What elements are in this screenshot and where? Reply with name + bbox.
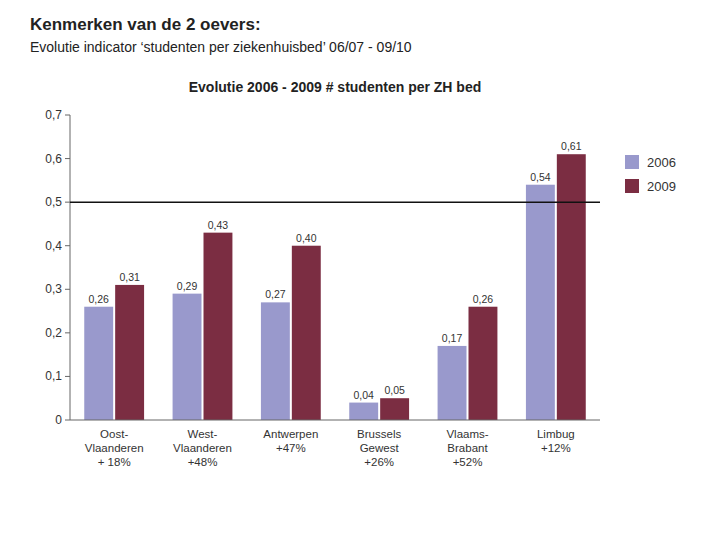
data-labels: 0,26 0,29 0,27 0,04 0,17 0,54 0,31 0,43 0,40 0,05…	[88, 140, 581, 400]
bar	[349, 403, 378, 420]
data-label: 0,40	[296, 232, 317, 244]
x-axis: Oost- Vlaanderen + 18% West- Vlaanderen +48% A…	[85, 428, 575, 468]
x-tick-label-line: Vlaanderen	[173, 442, 232, 454]
x-tick-label-line: +52%	[453, 456, 483, 468]
data-label: 0,26	[473, 293, 494, 305]
data-label: 0,61	[561, 140, 582, 152]
data-label: 0,27	[265, 288, 286, 300]
x-tick-label: Vlaams- Brabant +52%	[446, 428, 488, 468]
y-tick	[65, 332, 70, 333]
y-axis: 0 0,1 0,2 0,3 0,4 0,5 0,6 0,7	[45, 108, 70, 427]
y-tick	[65, 202, 70, 203]
data-label: 0,31	[119, 271, 140, 283]
y-tick	[65, 158, 70, 159]
y-tick-label: 0,1	[45, 369, 62, 383]
data-label: 0,04	[353, 389, 374, 401]
bar	[557, 154, 586, 420]
x-tick-label: West- Vlaanderen +48%	[173, 428, 232, 468]
reference-line	[70, 201, 600, 203]
x-tick-label-line: Brabant	[447, 442, 488, 454]
x-tick-label-line: Limbug	[537, 428, 575, 440]
y-tick	[65, 289, 70, 290]
x-tick-label-line: Brussels	[357, 428, 401, 440]
legend-swatch	[625, 155, 639, 169]
y-tick-label: 0	[55, 413, 62, 427]
x-axis-line	[70, 420, 600, 421]
y-tick	[65, 376, 70, 377]
bar	[438, 346, 467, 420]
x-tick-label-line: +12%	[541, 442, 571, 454]
legend-label: 2006	[647, 155, 676, 170]
chart-root: Kenmerken van de 2 oevers: Evolutie indic…	[0, 0, 720, 540]
bar	[115, 285, 144, 420]
chart-title: Evolutie 2006 - 2009 # studenten per ZH …	[189, 79, 482, 95]
bars	[70, 154, 600, 420]
x-tick-label: Limbug +12%	[537, 428, 575, 454]
bar	[261, 302, 290, 420]
y-tick-label: 0,6	[45, 152, 62, 166]
y-tick	[65, 115, 70, 116]
x-tick-label-line: West-	[188, 428, 218, 440]
data-label: 0,43	[208, 219, 229, 231]
y-tick-label: 0,3	[45, 282, 62, 296]
x-tick-label-line: Oost-	[100, 428, 128, 440]
data-label: 0,29	[177, 280, 198, 292]
data-label: 0,05	[384, 384, 405, 396]
legend-swatch	[625, 179, 639, 193]
page-title: Kenmerken van de 2 oevers:	[30, 15, 261, 34]
y-tick-label: 0,5	[45, 195, 62, 209]
x-tick-label-line: Gewest	[360, 442, 400, 454]
data-label: 0,54	[530, 171, 551, 183]
x-tick-label: Antwerpen +47%	[263, 428, 318, 454]
y-tick-label: 0,7	[45, 108, 62, 122]
x-tick-label-line: + 18%	[98, 456, 131, 468]
page-title: Evolutie indicator ‘studenten per zieken…	[30, 39, 412, 55]
data-label: 0,17	[442, 332, 463, 344]
bar	[469, 307, 498, 420]
data-label: 0,26	[88, 293, 109, 305]
x-tick-label-line: Vlaanderen	[85, 442, 144, 454]
y-tick	[65, 245, 70, 246]
bar	[526, 185, 555, 420]
y-axis-line	[70, 115, 71, 420]
y-tick-label: 0,2	[45, 326, 62, 340]
x-tick-label: Oost- Vlaanderen + 18%	[85, 428, 144, 468]
x-tick-label-line: +26%	[364, 456, 394, 468]
x-tick-label: Brussels Gewest +26%	[357, 428, 401, 468]
legend-label: 2009	[647, 179, 676, 194]
x-tick-label-line: Vlaams-	[446, 428, 488, 440]
bar	[292, 246, 321, 420]
y-tick-label: 0,4	[45, 239, 62, 253]
x-tick-label-line: +47%	[276, 442, 306, 454]
legend: 2006 2009	[625, 155, 676, 194]
bar	[204, 233, 233, 420]
bar	[380, 398, 409, 420]
y-tick	[65, 420, 70, 421]
bar	[173, 294, 202, 420]
x-tick-label-line: Antwerpen	[263, 428, 318, 440]
bar	[84, 307, 113, 420]
x-tick-label-line: +48%	[188, 456, 218, 468]
